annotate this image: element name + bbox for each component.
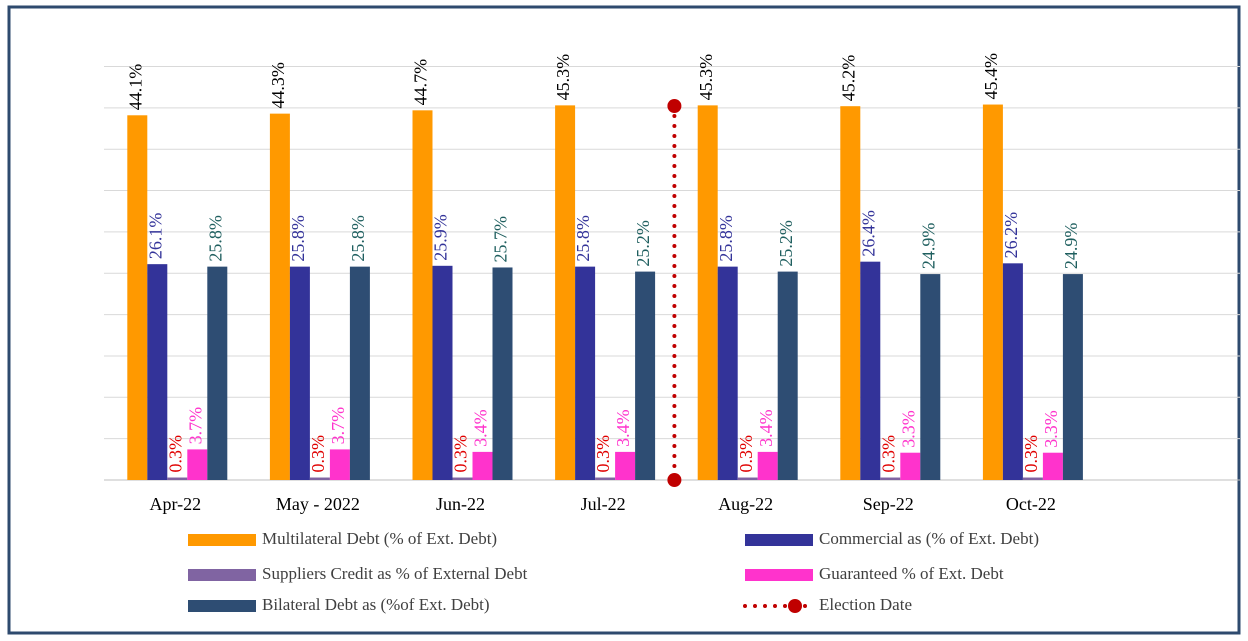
value-label: 25.7% xyxy=(491,216,511,263)
value-label: 24.9% xyxy=(918,223,938,270)
legend-swatch xyxy=(788,599,802,613)
legend-label: Bilateral Debt as (%of Ext. Debt) xyxy=(262,595,490,614)
bar xyxy=(187,449,208,480)
value-label: 3.3% xyxy=(1041,410,1061,448)
value-label: 44.7% xyxy=(411,59,431,106)
bar xyxy=(289,266,310,480)
x-tick-label: Jul-22 xyxy=(581,494,626,514)
bar xyxy=(1022,477,1043,480)
legend-label: Commercial as (% of Ext. Debt) xyxy=(819,529,1039,548)
value-label: 3.3% xyxy=(898,410,918,448)
x-tick-label: Sep-22 xyxy=(863,494,914,514)
x-tick-label: Apr-22 xyxy=(149,494,201,514)
value-label: 26.4% xyxy=(858,210,878,257)
bar xyxy=(635,271,656,480)
value-label: 0.3% xyxy=(1021,435,1041,473)
bar xyxy=(412,110,433,481)
value-label: 0.3% xyxy=(308,435,328,473)
bar xyxy=(269,113,290,480)
bar xyxy=(1042,452,1063,480)
bar xyxy=(555,105,576,480)
value-label: 26.1% xyxy=(145,213,165,260)
bar xyxy=(615,451,636,480)
value-label: 0.3% xyxy=(878,435,898,473)
value-label: 25.8% xyxy=(205,215,225,261)
bar xyxy=(575,266,596,480)
value-label: 3.7% xyxy=(328,407,348,445)
value-label: 45.2% xyxy=(838,55,858,102)
x-tick-label: May - 2022 xyxy=(276,494,360,514)
bar xyxy=(777,271,798,480)
bar xyxy=(900,452,921,480)
bar xyxy=(920,274,941,480)
value-label: 3.4% xyxy=(471,409,491,447)
bar xyxy=(167,477,188,480)
bar xyxy=(207,266,228,480)
bar xyxy=(127,115,148,480)
value-label: 25.8% xyxy=(716,215,736,262)
value-label: 45.3% xyxy=(696,54,716,101)
value-label: 25.2% xyxy=(633,220,653,267)
legend-label: Guaranteed % of Ext. Debt xyxy=(819,564,1004,583)
bar xyxy=(717,266,738,480)
legend-swatch xyxy=(188,534,256,546)
x-tick-label: Jun-22 xyxy=(436,494,485,514)
bar xyxy=(595,477,616,480)
bar xyxy=(349,266,370,480)
value-label: 25.8% xyxy=(573,215,593,262)
x-tick-label: Oct-22 xyxy=(1006,494,1056,514)
legend-swatch xyxy=(745,534,813,546)
value-label: 44.3% xyxy=(268,62,288,109)
election-dot xyxy=(667,473,682,487)
bar xyxy=(309,477,330,480)
bar xyxy=(880,477,901,480)
bar xyxy=(147,264,168,480)
bar xyxy=(329,449,350,480)
bar xyxy=(860,261,881,480)
value-label: 3.7% xyxy=(185,407,205,445)
value-label: 3.4% xyxy=(756,409,776,447)
value-label: 0.3% xyxy=(451,435,471,473)
legend-label: Multilateral Debt (% of Ext. Debt) xyxy=(262,529,497,548)
x-tick-label: Aug-22 xyxy=(718,494,773,514)
value-label: 25.8% xyxy=(348,215,368,262)
legend-label: Election Date xyxy=(819,595,912,614)
value-label: 3.4% xyxy=(613,409,633,447)
bar xyxy=(982,104,1003,481)
value-label: 0.3% xyxy=(593,435,613,473)
value-label: 25.8% xyxy=(288,215,308,262)
election-dot xyxy=(667,99,682,113)
bar xyxy=(432,265,453,480)
value-label: 25.2% xyxy=(776,220,796,267)
value-label: 45.4% xyxy=(981,53,1001,100)
bar xyxy=(1002,263,1023,480)
bar xyxy=(697,105,718,480)
bar xyxy=(472,451,493,480)
bar xyxy=(1062,274,1083,480)
bar xyxy=(492,267,513,480)
value-label: 45.3% xyxy=(553,54,573,101)
value-label: 0.3% xyxy=(736,435,756,473)
value-label: 0.3% xyxy=(165,435,185,473)
legend-swatch xyxy=(188,600,256,612)
bar xyxy=(757,451,778,480)
value-label: 26.2% xyxy=(1001,212,1021,259)
value-label: 44.1% xyxy=(125,64,145,111)
bar xyxy=(737,477,758,480)
value-label: 25.9% xyxy=(431,214,451,261)
legend-swatch xyxy=(188,569,256,581)
bar xyxy=(452,477,473,480)
value-label: 24.9% xyxy=(1061,223,1081,270)
bar xyxy=(840,106,861,481)
legend-label: Suppliers Credit as % of External Debt xyxy=(262,564,528,583)
legend-swatch xyxy=(745,569,813,581)
